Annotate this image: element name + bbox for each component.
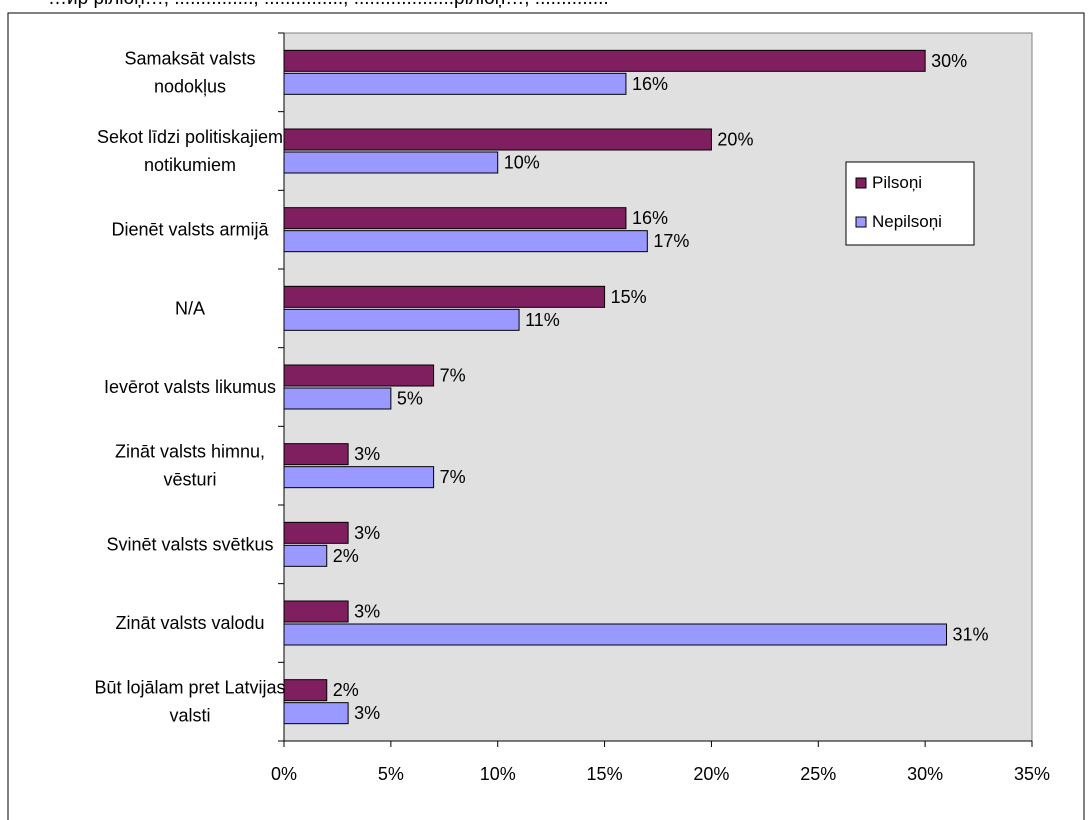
- x-tick-label: 15%: [587, 764, 623, 784]
- category-label: Svinēt valsts svētkus: [106, 534, 273, 554]
- bars: [283, 49, 948, 725]
- legend-label-nepilsoni: Nepilsoņi: [872, 212, 942, 231]
- bar-pilsoni: [283, 364, 435, 387]
- x-tick-label: 0%: [271, 764, 297, 784]
- data-label-pilsoni: 16%: [632, 208, 668, 228]
- bar-pilsoni: [283, 285, 606, 308]
- data-label-pilsoni: 3%: [354, 444, 380, 464]
- x-tick-labels: 0% 5% 10% 15% 20% 25% 30% 35%: [271, 764, 1050, 784]
- x-tick-label: 30%: [907, 764, 943, 784]
- bar-nepilsoni: [283, 230, 648, 253]
- x-tick-label: 25%: [800, 764, 836, 784]
- data-label-nepilsoni: 16%: [632, 74, 668, 94]
- legend-swatch-pilsoni: [855, 177, 867, 189]
- axis-ticks: [278, 32, 1033, 747]
- bar-pilsoni: [283, 443, 349, 466]
- x-tick-label: 10%: [480, 764, 516, 784]
- bar-nepilsoni: [283, 72, 627, 95]
- category-label: Dienēt valsts armijā: [111, 220, 269, 240]
- category-label: Sekot līdzi politiskajiem: [97, 127, 283, 147]
- data-label-nepilsoni: 11%: [525, 310, 560, 330]
- category-label: vēsturi: [163, 470, 216, 490]
- x-tick-label: 20%: [693, 764, 729, 784]
- category-label: valsti: [169, 706, 210, 726]
- category-label: Zināt valsts valodu: [115, 613, 264, 633]
- plot-area: [283, 32, 1033, 742]
- category-label: Ievērot valsts likumus: [104, 377, 276, 397]
- bar-pilsoni: [283, 679, 328, 702]
- data-label-pilsoni: 7%: [440, 366, 466, 386]
- bar-pilsoni: [283, 128, 712, 151]
- x-tick-label: 35%: [1014, 764, 1050, 784]
- bar-pilsoni: [283, 207, 627, 230]
- legend-label-pilsoni: Pilsoņi: [872, 173, 922, 192]
- legend-box: [845, 161, 975, 246]
- category-label: Zināt valsts himnu,: [115, 442, 265, 462]
- data-label-nepilsoni: 5%: [397, 389, 423, 409]
- category-label: N/A: [175, 298, 205, 318]
- data-label-nepilsoni: 31%: [953, 625, 989, 645]
- category-label: notikumiem: [144, 155, 236, 175]
- legend: Pilsoņi Nepilsoņi: [845, 161, 975, 246]
- data-label-pilsoni: 20%: [717, 130, 753, 150]
- data-label-pilsoni: 30%: [931, 51, 967, 71]
- bar-nepilsoni: [283, 466, 435, 489]
- data-label-nepilsoni: 3%: [354, 703, 380, 723]
- legend-swatch-nepilsoni: [855, 216, 867, 228]
- data-label-nepilsoni: 17%: [653, 231, 689, 251]
- data-label-pilsoni: 2%: [333, 680, 359, 700]
- bar-nepilsoni: [283, 702, 349, 725]
- bar-pilsoni: [283, 49, 926, 72]
- data-label-nepilsoni: 10%: [504, 153, 540, 173]
- bar-nepilsoni: [283, 387, 392, 410]
- data-label-pilsoni: 3%: [354, 602, 380, 622]
- bar-nepilsoni: [283, 544, 328, 567]
- category-labels: Samaksāt valsts nodokļus Sekot līdzi polit…: [94, 48, 285, 725]
- data-label-pilsoni: 3%: [354, 523, 380, 543]
- data-label-nepilsoni: 2%: [333, 546, 359, 566]
- x-tick-label: 5%: [378, 764, 404, 784]
- data-labels: 30% 16% 20% 10% 16% 17% 15% 11% 7% 5% 3% 7% 3% 2% 3% 31…: [333, 51, 989, 723]
- bar-pilsoni: [283, 521, 349, 544]
- category-label: Samaksāt valsts: [124, 48, 255, 68]
- data-label-nepilsoni: 7%: [440, 467, 466, 487]
- bar-nepilsoni: [283, 151, 499, 174]
- data-label-pilsoni: 15%: [611, 287, 647, 307]
- cropped-header-text: …ир ріліоņ…, ..............., ..........…: [48, 0, 609, 10]
- category-label: Būt lojālam pret Latvijas: [94, 678, 285, 698]
- category-label: nodokļus: [154, 76, 226, 96]
- bar-pilsoni: [283, 600, 349, 623]
- bar-nepilsoni: [283, 623, 948, 646]
- bar-nepilsoni: [283, 308, 520, 331]
